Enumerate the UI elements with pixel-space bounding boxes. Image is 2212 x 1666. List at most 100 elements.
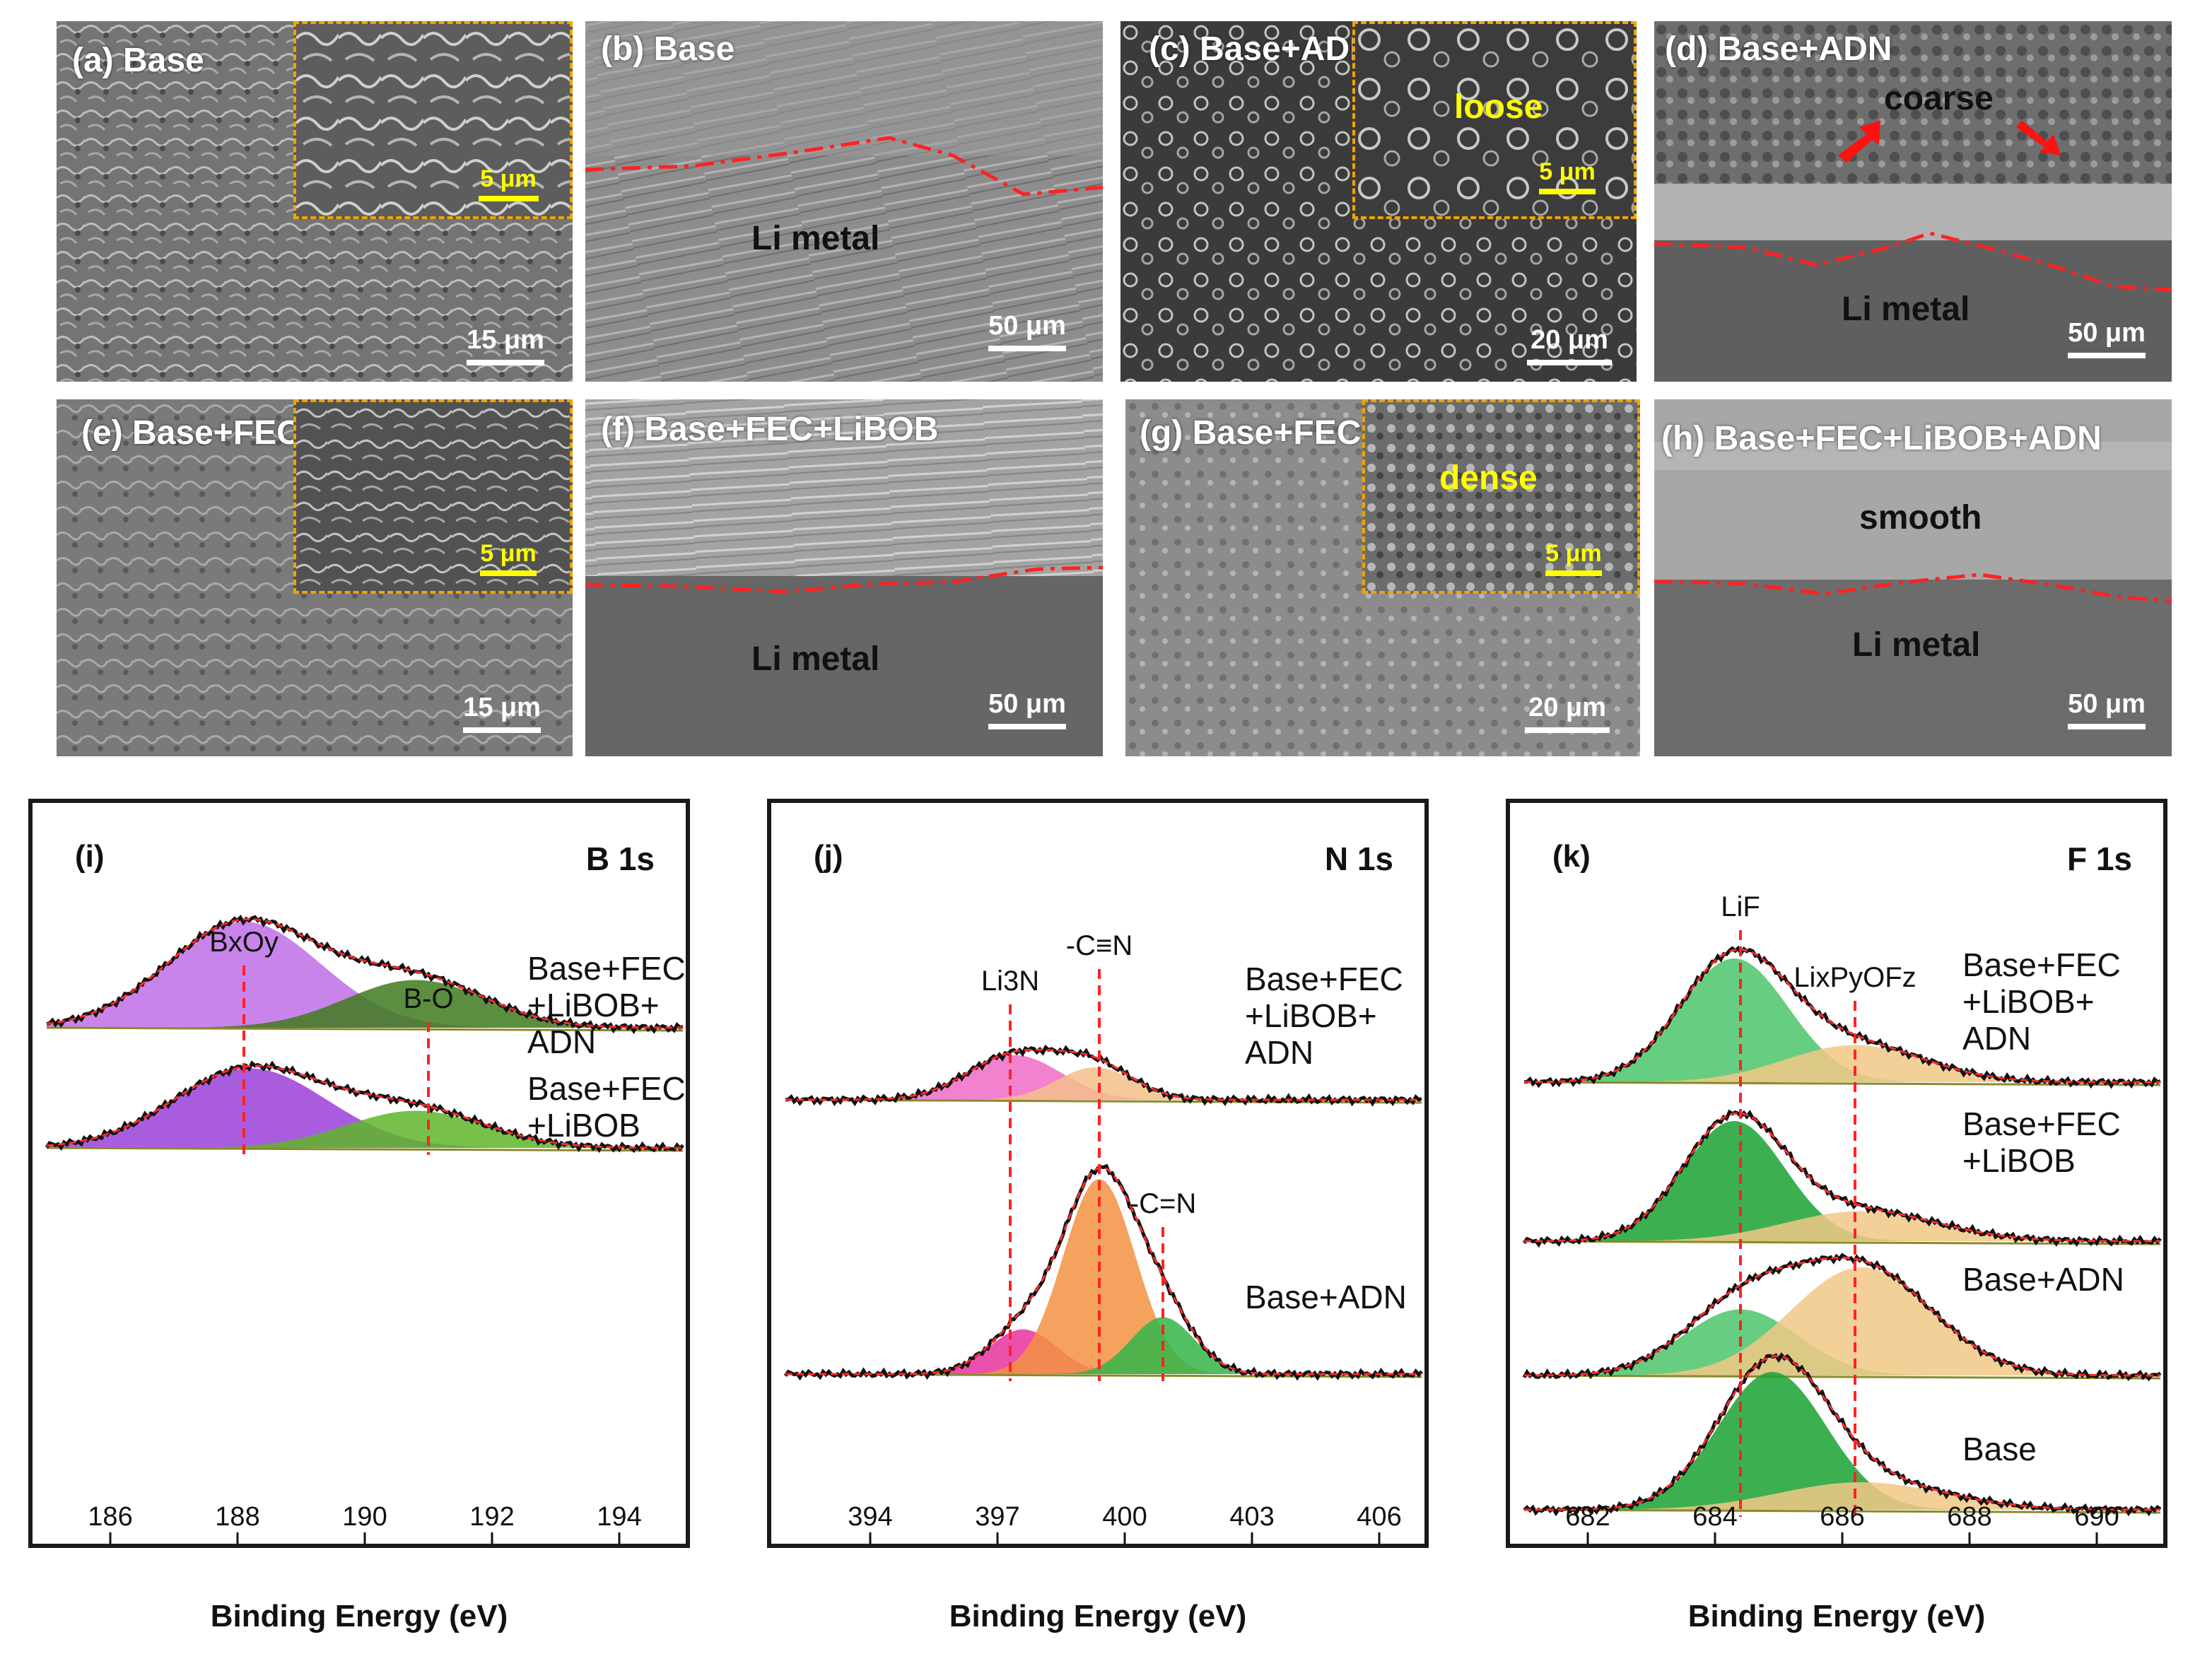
spectrum-1 [783, 1163, 1423, 1381]
fit-envelope [46, 1064, 683, 1149]
measured-curve [783, 1163, 1423, 1381]
li-metal-label: Li metal [1852, 626, 1981, 664]
series-label: +LiBOB [1962, 1142, 2076, 1179]
series-label: Base+ADN [1962, 1261, 2124, 1298]
x-tick-label: 403 [1229, 1502, 1274, 1532]
x-tick-label: 690 [2074, 1502, 2119, 1532]
coarse-label: coarse [1884, 80, 1994, 117]
panel-label: (j) [814, 839, 843, 874]
fit-component [47, 1068, 683, 1148]
fit-component [1524, 1309, 2160, 1375]
peak-label: BxOy [209, 927, 279, 958]
spectrum-0 [1523, 945, 2161, 1089]
x-tick-label: 688 [1947, 1502, 1991, 1532]
peak-label: -C≡N [1066, 930, 1133, 961]
spectrum-1 [1522, 1109, 2162, 1248]
chart-title: B 1s [586, 840, 655, 877]
panel-label: (d) Base+ADN [1665, 30, 1892, 68]
sem-texture [585, 21, 1103, 382]
fit-component [785, 1179, 1422, 1374]
interface-line [1654, 573, 2172, 603]
li-metal-label: Li metal [751, 220, 880, 257]
chart-canvas: (j) N 1s Base+FEC+LiBOB+ADN Base+ADN Li3N -C≡… [783, 839, 1423, 1544]
interface-line [585, 136, 1103, 196]
inset-texture [296, 24, 570, 216]
series-label: Base+FEC [1962, 946, 2121, 983]
inset-frame: 5 μm [293, 399, 573, 594]
peak-label: LixPyOFz [1793, 962, 1916, 993]
scale-bar: 50 μm [974, 689, 1080, 729]
scale-bar: 50 μm [2054, 689, 2160, 729]
series-label: ADN [527, 1023, 596, 1060]
inset-scale-bar: 5 μm [476, 540, 540, 576]
series-label: +LiBOB+ [1962, 983, 2095, 1020]
spectrum-2 [1522, 1253, 2162, 1382]
series-label: +LiBOB [527, 1107, 640, 1144]
panel-label: (a) Base [72, 42, 204, 79]
x-tick-label: 394 [848, 1502, 892, 1532]
chart-title: F 1s [2067, 840, 2132, 877]
spectrum-0 [785, 1044, 1422, 1107]
x-tick-label: 186 [88, 1502, 132, 1532]
baseline [46, 1026, 684, 1032]
fit-component [1524, 1211, 2160, 1241]
panel-label: (b) Base [601, 30, 735, 68]
spectrum-1 [45, 1060, 684, 1154]
fit-component [47, 980, 683, 1028]
x-tick-label: 192 [469, 1502, 514, 1532]
baseline [46, 1146, 684, 1152]
inset-scale-bar: 5 μm [1542, 540, 1605, 576]
fit-component [1524, 1121, 2160, 1241]
xps-chart-i: (i) B 1s Base+FEC +LiBOB+ ADN Base+FEC +LiBOB B… [28, 799, 690, 1548]
arrow-right [2016, 120, 2061, 156]
spectrum-0 [46, 914, 684, 1035]
fit-component [1524, 1482, 2160, 1510]
x-tick-label: 188 [215, 1502, 259, 1532]
inset-scale-bar: 5 μm [1535, 158, 1599, 194]
sem-panel-d: (d) Base+ADN coarse Li metal 50 μm [1654, 21, 2172, 382]
fit-envelope [785, 1166, 1422, 1375]
sem-panel-g: (g) Base+FEC+LiBOB+ADN dense 5 μm 20 μm [1125, 399, 1640, 756]
series-label: Base+FEC [527, 950, 686, 987]
baseline [1523, 1374, 2161, 1380]
x-tick-label: 686 [1820, 1502, 1864, 1532]
inset-texture [296, 402, 570, 591]
series-label: ADN [1962, 1020, 2031, 1057]
inset-texture [1355, 24, 1634, 216]
sem-texture [1654, 21, 2172, 382]
li-metal-label: Li metal [751, 640, 880, 678]
measured-curve [1523, 1352, 2162, 1517]
fit-envelope [1524, 1355, 2160, 1511]
panel-label: (h) Base+FEC+LiBOB+ADN [1661, 420, 2102, 457]
series-label: +LiBOB+ [527, 987, 660, 1023]
measured-curve [1522, 1253, 2162, 1382]
series-label: ADN [1245, 1034, 1313, 1071]
inset-annotation: dense [1439, 459, 1538, 497]
sem-panel-f: (f) Base+FEC+LiBOB Li metal 50 μm [585, 399, 1103, 756]
fit-component [1524, 1267, 2160, 1375]
sem-panel-e: (e) Base+FEC+LiBOB 5 μm 15 μm [57, 399, 573, 756]
series-label: Base [1962, 1431, 2037, 1467]
chart-title: N 1s [1325, 840, 1393, 877]
series-label: Base+ADN [1245, 1279, 1407, 1315]
inset-frame: 5 μm [293, 21, 573, 219]
spectrum-3 [1523, 1352, 2162, 1517]
sem-panel-h: (h) Base+FEC+LiBOB+ADN smooth Li metal 5… [1654, 399, 2172, 756]
inset-annotation: loose [1454, 88, 1543, 126]
scale-bar: 20 μm [1514, 693, 1620, 733]
x-axis-title: Binding Energy (eV) [210, 1599, 508, 1633]
x-tick-label: 400 [1102, 1502, 1147, 1532]
peak-label: -C=N [1130, 1188, 1196, 1219]
x-tick-label: 682 [1565, 1502, 1610, 1532]
baseline [1523, 1081, 2161, 1086]
series-label: +LiBOB+ [1245, 997, 1377, 1034]
series-label: Base+FEC [527, 1070, 686, 1107]
peak-label: Li3N [981, 966, 1039, 997]
x-tick-label: 406 [1357, 1502, 1401, 1532]
peak-label: LiF [1721, 891, 1760, 922]
scale-bar: 15 μm [456, 693, 548, 733]
chart-canvas: (i) B 1sBase+FEC+LiBOB+ADNBase+FEC+LiBOBB… [45, 839, 686, 1544]
fit-envelope [1524, 1256, 2160, 1377]
fit-component [785, 1067, 1422, 1100]
interface-line [585, 565, 1103, 594]
